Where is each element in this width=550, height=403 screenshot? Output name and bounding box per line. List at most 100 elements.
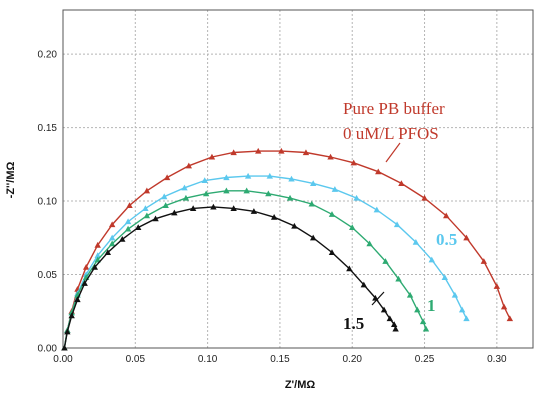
data-point [108, 234, 116, 241]
y-tick-label: 0.10 [38, 197, 58, 208]
y-tick-label: 0.05 [38, 270, 58, 281]
y-tick-label: 0.20 [38, 50, 58, 61]
data-point [223, 187, 230, 194]
series-line [63, 175, 468, 349]
data-point [328, 211, 336, 217]
data-point [406, 291, 414, 298]
data-point [458, 306, 466, 313]
data-point [250, 208, 258, 214]
x-tick-label: 0.20 [342, 354, 362, 365]
data-point [327, 153, 334, 160]
data-point [94, 256, 101, 263]
data-point [382, 258, 389, 264]
x-tick-label: 0.30 [487, 354, 507, 365]
data-point [74, 296, 81, 303]
x-ticks: 0.00 0.05 0.10 0.15 0.20 0.25 0.30 [53, 354, 507, 365]
data-point [152, 215, 159, 222]
data-point [210, 203, 217, 210]
data-point [443, 212, 450, 219]
data-point [162, 202, 169, 209]
data-point [142, 205, 149, 211]
annotation-pb-line1: Pure PB buffer [343, 99, 445, 118]
data-point [108, 240, 116, 247]
data-point [135, 224, 142, 231]
data-point [375, 168, 382, 175]
series-3 [61, 187, 430, 351]
data-point [182, 194, 190, 201]
x-tick-label: 0.00 [53, 354, 73, 365]
annotations: Pure PB buffer 0 uM/L PFOS 0.5 1 1.5 [343, 99, 457, 333]
data-point [419, 318, 427, 325]
data-point [393, 221, 401, 228]
data-point [441, 274, 448, 281]
data-point [480, 258, 488, 264]
data-point [350, 159, 357, 166]
data-point [230, 149, 237, 156]
annotation-pb-line2: 0 uM/L PFOS [343, 124, 439, 143]
data-point [421, 194, 428, 201]
data-point [119, 236, 126, 242]
data-point [202, 190, 210, 197]
data-point [163, 174, 171, 181]
data-point [346, 265, 353, 272]
data-point [161, 193, 168, 200]
data-point [349, 224, 356, 231]
data-point [189, 205, 197, 211]
series-layer [61, 147, 514, 351]
data-point [171, 209, 178, 216]
data-point [412, 238, 420, 245]
plot-frame [62, 9, 534, 349]
data-point [255, 147, 262, 154]
x-tick-label: 0.05 [126, 354, 146, 365]
data-point [288, 175, 295, 182]
data-point [451, 291, 459, 298]
data-point [308, 200, 315, 207]
data-point [266, 172, 273, 179]
x-axis-label: Z'/MΩ [285, 379, 316, 391]
data-point [422, 325, 430, 332]
data-point [392, 325, 399, 332]
data-point [104, 249, 112, 256]
data-point [223, 174, 230, 181]
series-4 [61, 203, 399, 351]
data-point [386, 315, 394, 322]
series-2 [61, 172, 470, 351]
data-point [328, 249, 336, 256]
series-line [63, 190, 427, 349]
series-1 [61, 147, 514, 351]
data-point [380, 306, 388, 313]
data-point [265, 190, 272, 197]
y-axis-label: -Z''/MΩ [5, 161, 17, 198]
data-point [309, 234, 317, 241]
annotation-1: 1 [427, 296, 436, 315]
data-point [463, 315, 470, 322]
x-tick-label: 0.15 [270, 354, 290, 365]
data-point [398, 180, 405, 186]
data-point [108, 221, 116, 228]
data-point [278, 147, 285, 154]
annotation-0.5: 0.5 [436, 230, 457, 249]
data-point [286, 194, 294, 201]
data-point [68, 309, 75, 316]
data-point [124, 225, 132, 232]
data-point [244, 172, 252, 179]
data-point [463, 234, 470, 241]
data-point [353, 194, 360, 201]
annotation-1.5: 1.5 [343, 314, 364, 333]
data-point [360, 281, 367, 288]
y-ticks: 0.00 0.05 0.10 0.15 0.20 [38, 50, 58, 355]
data-point [390, 321, 398, 328]
data-point [331, 186, 339, 192]
data-point [185, 162, 193, 169]
grid [63, 10, 533, 348]
y-tick-label: 0.15 [38, 123, 58, 134]
data-point [81, 280, 88, 286]
data-point [230, 205, 237, 211]
data-point [126, 202, 133, 209]
x-tick-label: 0.10 [198, 354, 218, 365]
data-point [208, 153, 216, 160]
y-tick-label: 0.00 [38, 344, 58, 355]
data-point [414, 306, 421, 313]
data-point [181, 184, 188, 191]
